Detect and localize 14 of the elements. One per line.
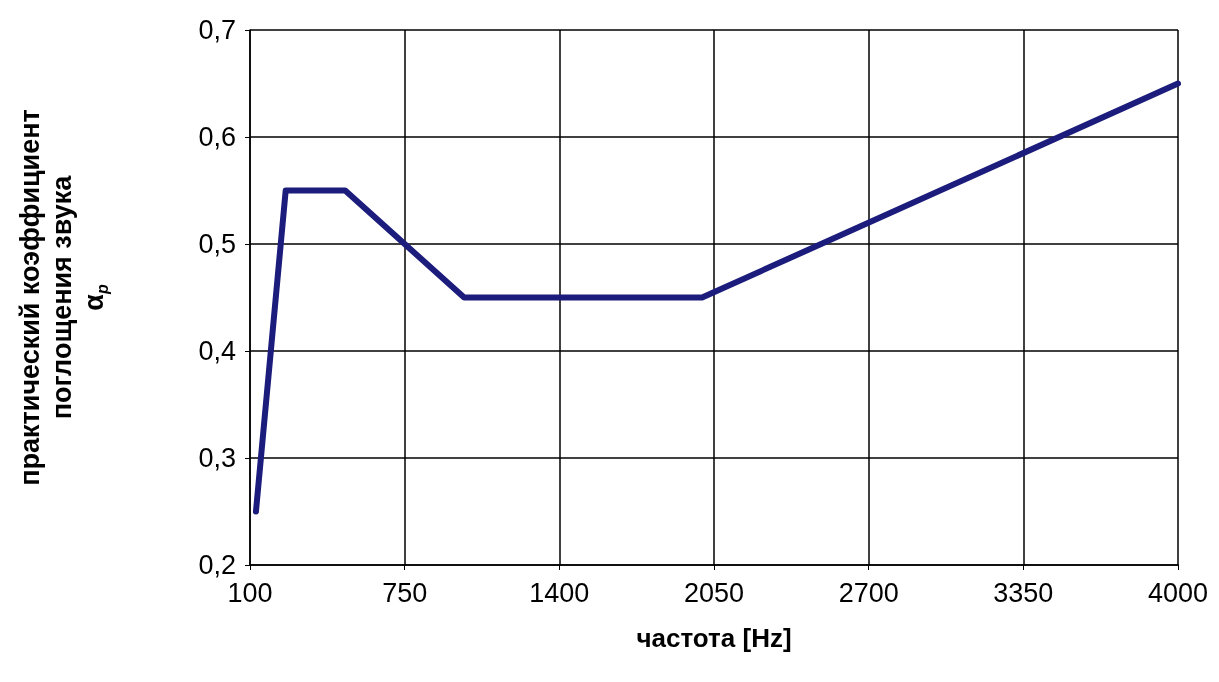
x-tick-label: 2700: [838, 577, 899, 608]
x-tick-label: 2050: [683, 577, 745, 608]
x-tick-label: 1400: [529, 577, 590, 608]
x-tick-label: 3350: [993, 577, 1054, 608]
y-tick-label: 0,7: [198, 15, 236, 45]
y-tick-label: 0,3: [198, 443, 236, 473]
y-tick-label: 0,6: [198, 122, 236, 152]
x-tick-label: 100: [227, 577, 273, 608]
x-tick-label: 4000: [1147, 577, 1209, 608]
x-axis-title: частота [Hz]: [636, 623, 792, 653]
x-tick-label: 750: [382, 577, 428, 608]
y-tick-label: 0,5: [198, 229, 236, 259]
y-tick-label: 0,4: [198, 336, 236, 366]
y-tick-label: 0,2: [198, 550, 236, 580]
